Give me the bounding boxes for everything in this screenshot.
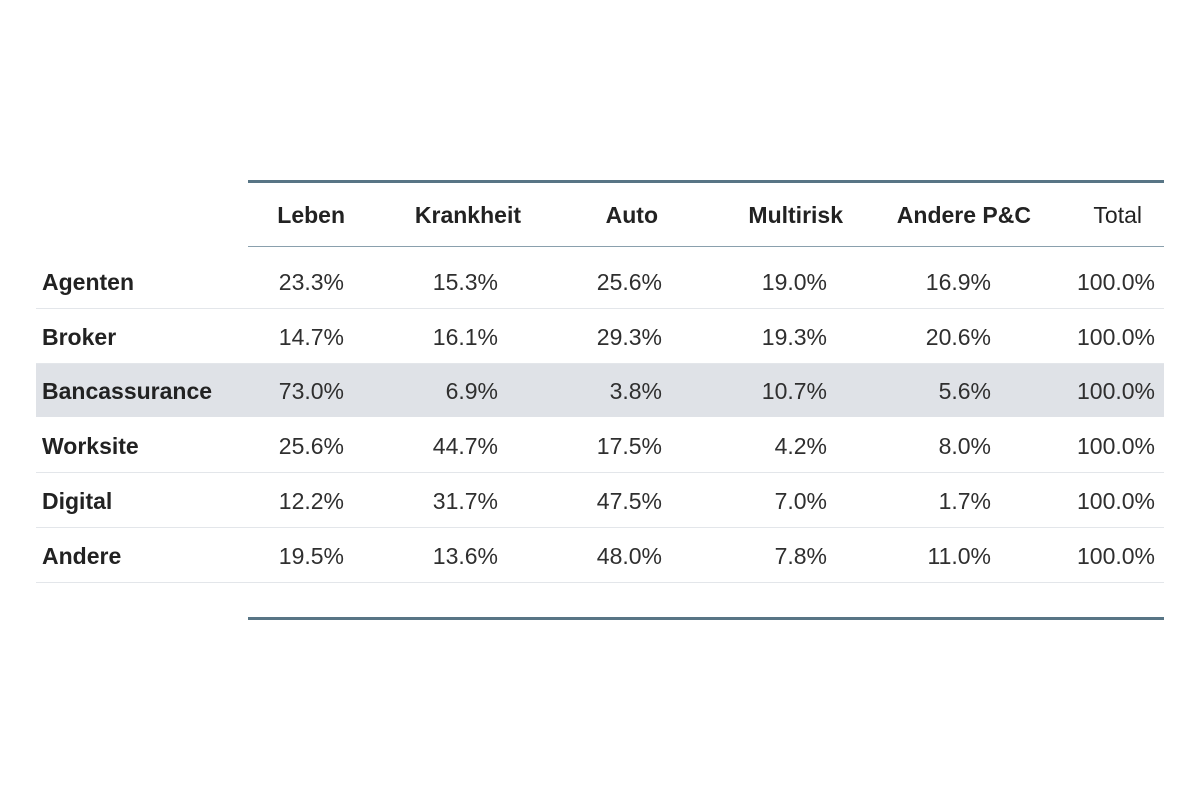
cell-leben: 19.5% xyxy=(278,543,344,569)
table-top-rule xyxy=(248,180,1164,183)
row-label: Andere xyxy=(42,543,122,569)
row-label: Bancassurance xyxy=(42,378,213,404)
cell-multirisk: 19.3% xyxy=(761,324,827,350)
table-bottom-rule xyxy=(248,617,1164,620)
cell-andere-p-c: 16.9% xyxy=(925,269,991,295)
cell-multirisk: 7.8% xyxy=(774,543,827,569)
cell-auto: 25.6% xyxy=(596,269,662,295)
column-header-leben: Leben xyxy=(277,202,345,228)
cell-andere-p-c: 1.7% xyxy=(938,488,991,514)
cell-multirisk: 10.7% xyxy=(761,378,827,404)
cell-krankheit: 44.7% xyxy=(432,433,498,459)
table-row-bancassurance: Bancassurance 73.0% 6.9% 3.8% 10.7% 5.6% 100.0… xyxy=(36,364,1164,418)
cell-andere-p-c: 11.0% xyxy=(927,543,991,569)
cell-krankheit: 31.7% xyxy=(432,488,498,514)
header-bottom-rule xyxy=(248,246,1164,247)
cell-total: 100.0% xyxy=(1076,433,1155,459)
cell-leben: 23.3% xyxy=(278,269,344,295)
cell-total: 100.0% xyxy=(1076,543,1155,569)
cell-andere-p-c: 20.6% xyxy=(925,324,991,350)
column-header-andere-p-c: Andere P&C xyxy=(896,202,1031,228)
cell-andere-p-c: 8.0% xyxy=(938,433,991,459)
cell-auto: 48.0% xyxy=(596,543,662,569)
cell-auto: 17.5% xyxy=(596,433,662,459)
cell-multirisk: 19.0% xyxy=(761,269,827,295)
cell-multirisk: 4.2% xyxy=(774,433,827,459)
row-label: Digital xyxy=(42,488,113,514)
cell-auto: 29.3% xyxy=(596,324,662,350)
table-row-worksite: Worksite 25.6% 44.7% 17.5% 4.2% 8.0% 100.0% xyxy=(36,419,1164,473)
row-label: Agenten xyxy=(42,269,134,295)
cell-total: 100.0% xyxy=(1076,488,1155,514)
cell-multirisk: 7.0% xyxy=(774,488,827,514)
cell-leben: 12.2% xyxy=(278,488,344,514)
cell-total: 100.0% xyxy=(1076,269,1155,295)
cell-auto: 47.5% xyxy=(596,488,662,514)
cell-krankheit: 16.1% xyxy=(432,324,498,350)
table-row-andere: Andere 19.5% 13.6% 48.0% 7.8% 11.0% 100.0% xyxy=(36,529,1164,583)
row-label: Broker xyxy=(42,324,117,350)
cell-andere-p-c: 5.6% xyxy=(938,378,991,404)
cell-total: 100.0% xyxy=(1076,324,1155,350)
table-row-agenten: Agenten 23.3% 15.3% 25.6% 19.0% 16.9% 100.0% xyxy=(36,255,1164,309)
cell-total: 100.0% xyxy=(1076,378,1155,404)
cell-leben: 14.7% xyxy=(278,324,344,350)
cell-leben: 25.6% xyxy=(278,433,344,459)
cell-leben: 73.0% xyxy=(278,378,344,404)
column-header-total: Total xyxy=(1093,202,1142,228)
table-row-broker: Broker 14.7% 16.1% 29.3% 19.3% 20.6% 100.0% xyxy=(36,310,1164,364)
cell-krankheit: 15.3% xyxy=(432,269,498,295)
table-row-digital: Digital 12.2% 31.7% 47.5% 7.0% 1.7% 100.0% xyxy=(36,474,1164,528)
row-label: Worksite xyxy=(42,433,139,459)
column-header-krankheit: Krankheit xyxy=(414,202,521,228)
column-header-auto: Auto xyxy=(605,202,658,228)
cell-krankheit: 13.6% xyxy=(432,543,498,569)
cell-krankheit: 6.9% xyxy=(445,378,498,404)
cell-auto: 3.8% xyxy=(609,378,662,404)
column-header-multirisk: Multirisk xyxy=(748,202,843,228)
